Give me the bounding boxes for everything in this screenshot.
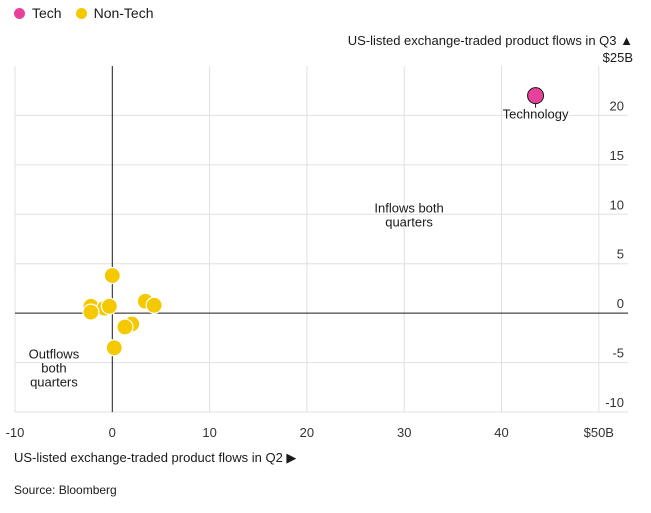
legend: Tech Non-Tech [14,5,168,21]
non-tech-point [100,297,118,315]
non-tech-point [82,303,100,321]
legend-item-non-tech: Non-Tech [75,5,154,21]
x-tick-label: 30 [397,425,411,440]
non-tech-point [116,318,134,336]
non-tech-point [145,296,163,314]
y-axis-title: US-listed exchange-traded product flows … [348,32,633,66]
y-tick-label: -5 [612,346,624,361]
x-tick-label: 0 [109,425,116,440]
y-tick-label: 5 [617,247,624,262]
x-tick-label: 10 [202,425,216,440]
legend-label-tech: Tech [32,5,62,21]
annotation-text: both [41,361,66,376]
annotation-text: Inflows both [374,200,443,215]
source-note: Source: Bloomberg [14,483,117,497]
legend-label-non-tech: Non-Tech [93,5,154,21]
point-label: Technology [503,107,569,122]
x-tick-label: 40 [494,425,508,440]
annotation-text: quarters [30,375,78,390]
legend-item-tech: Tech [14,5,62,21]
y-tick-label: -10 [605,395,624,410]
annotation-text: quarters [385,214,433,229]
non-tech-point [105,339,123,357]
non-tech-point [103,266,121,285]
y-tick-label: 20 [610,98,624,113]
legend-marker-tech [14,7,25,19]
x-tick-label: 20 [300,425,314,440]
y-axis-title-line2: $25B [602,50,633,65]
tech-point [527,87,545,105]
annotation-text: Outflows [29,347,80,362]
y-axis-title-line1: US-listed exchange-traded product flows … [347,33,633,48]
legend-marker-non-tech [75,7,87,19]
y-tick-label: 10 [610,197,624,212]
x-tick-label: -10 [6,425,25,440]
x-tick-label: $50B [584,425,614,440]
y-tick-label: 0 [617,296,624,311]
y-tick-label: 15 [610,148,624,163]
x-axis-title: US-listed exchange-traded product flows … [14,450,297,465]
